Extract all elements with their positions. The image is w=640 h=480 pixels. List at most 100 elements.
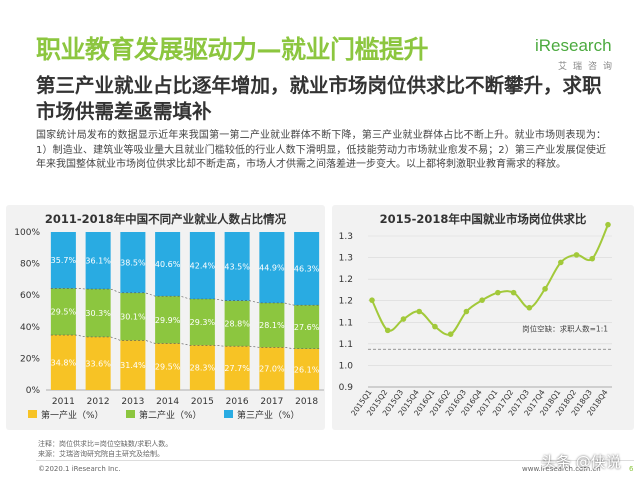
y-tick-label: 1.2 (339, 297, 353, 307)
bar-segment (120, 340, 146, 390)
bar-data-label: 36.1% (85, 257, 111, 266)
y-tick-label: 1.3 (339, 254, 353, 264)
bar-data-label: 43.5% (224, 262, 250, 271)
chart-notes: 注释：岗位供求比=岗位空缺数/求职人数。 来源：艾瑞咨询研究院自主研究及绘制。 (38, 439, 172, 459)
source-line: 来源：艾瑞咨询研究院自主研究及绘制。 (38, 450, 164, 458)
y-tick-label: 1.1 (339, 318, 353, 328)
y-tick-label: 1.2 (339, 275, 353, 285)
bar-segment (50, 335, 76, 390)
x-tick-label: 2017 (260, 397, 283, 407)
y-tick-label: 1.1 (339, 340, 353, 350)
y-tick-label: 40% (20, 323, 40, 333)
line-chart: 0.91.01.11.11.21.21.31.3岗位空缺：求职人数=1:1201… (339, 221, 612, 418)
bar-data-label: 44.9% (259, 263, 285, 272)
bar-data-label: 28.1% (259, 321, 285, 330)
copyright-text: ©2020.1 iResearch Inc. (38, 465, 121, 473)
slide-subtitle: 第三产业就业占比逐年增加，就业市场岗位供求比不断攀升，求职市场供需差亟需填补 (36, 74, 602, 123)
bar-segment (85, 336, 111, 390)
note-line: 注释：岗位供求比=岗位空缺数/求职人数。 (38, 440, 173, 448)
logo-subtitle: 艾瑞咨询 (558, 62, 619, 72)
legend-swatch (28, 410, 37, 418)
bar-segment (85, 232, 111, 290)
reference-annotation: 岗位空缺：求职人数=1:1 (522, 323, 608, 333)
x-tick-label: 2012 (87, 397, 110, 407)
bar-segment (189, 345, 215, 390)
x-tick-label: 2015 (191, 397, 214, 407)
iresearch-logo: iResearch 艾瑞咨询 (535, 36, 635, 76)
bar-data-label: 31.4% (120, 361, 146, 370)
bar-segment (224, 300, 250, 347)
x-tick-label: 2018 (295, 397, 318, 407)
stacked-bar-chart: 0% 20% 40% 60% 80% 100% 34.8% 29.5% 35.7% 2011 33.… (14, 228, 324, 421)
bar-segment (120, 232, 146, 293)
bar-data-label: 34.8% (51, 359, 77, 368)
data-point (400, 316, 407, 322)
y-tick-label: 60% (20, 291, 40, 301)
bar-segment (50, 288, 76, 336)
x-tick-label: 2013 (121, 397, 144, 407)
bar-data-label: 27.0% (259, 365, 285, 374)
bar-data-label: 29.9% (155, 316, 181, 325)
bar-segment (294, 232, 320, 306)
bar-data-label: 30.1% (120, 313, 146, 322)
bar-data-label: 42.4% (190, 261, 216, 270)
data-point (526, 304, 533, 311)
body-paragraph: 国家统计局发布的数据显示近年来我国第一第二产业就业群体不断下降，第三产业就业群体… (36, 130, 606, 170)
logo-wordmark: iResearch (535, 36, 612, 55)
website-link[interactable]: www.iresearch.com.cn (522, 465, 601, 473)
x-tick-label: 2011 (52, 397, 75, 407)
bar-segment (50, 232, 76, 289)
data-point (463, 308, 470, 315)
data-point (589, 255, 596, 262)
data-point (573, 252, 580, 258)
bar-segment (259, 232, 285, 303)
footer-divider (36, 460, 634, 461)
line-chart-panel: 2015-2018年中国就业市场岗位供求比 0.9 1.0 1.1 1.1 1.2 1.2… (332, 205, 634, 430)
data-point (416, 308, 422, 315)
bar-data-label: 40.6% (155, 260, 181, 269)
bar-data-label: 38.5% (120, 258, 146, 267)
data-point (495, 289, 501, 296)
page-number: 6 (629, 465, 634, 473)
data-point (510, 289, 517, 296)
bar-segment (155, 296, 181, 344)
data-point (479, 297, 485, 303)
bar-segment (294, 348, 320, 390)
page-title: 职业教育发展驱动力—就业门槛提升 (36, 35, 429, 64)
bar-data-label: 33.6% (85, 359, 111, 368)
bar-segment (294, 305, 320, 349)
stacked-bar-panel: 2011-2018年中国不同产业就业人数占比情况 0% 20% 40% 60% 80% 1… (6, 205, 325, 430)
bar-data-label: 28.3% (190, 364, 216, 373)
bar-segment (155, 343, 181, 390)
watermark-text: 头条 @侠说 (541, 453, 621, 471)
y-tick-label: 0% (26, 386, 41, 396)
x-tick-label: 2016 (226, 397, 249, 407)
bar-segment (259, 347, 285, 390)
y-tick-label: 1.3 (339, 232, 353, 242)
bar-segment (155, 232, 181, 297)
series-line (371, 224, 609, 336)
data-point (605, 221, 611, 228)
bar-segment (224, 346, 250, 390)
data-point (384, 327, 391, 334)
data-point (447, 331, 454, 337)
stacked-bar-title: 2011-2018年中国不同产业就业人数占比情况 (44, 212, 287, 226)
y-tick-label: 0.9 (339, 383, 354, 393)
bar-data-label: 46.3% (294, 265, 320, 274)
y-tick-label: 1.0 (339, 361, 354, 371)
data-point (369, 297, 375, 303)
bar-data-label: 35.7% (51, 256, 77, 265)
legend-swatch (126, 410, 135, 418)
bar-data-label: 29.5% (155, 363, 181, 372)
y-tick-label: 100% (14, 228, 40, 238)
bar-data-label: 30.3% (85, 309, 111, 318)
data-point (542, 286, 548, 292)
bar-segment (120, 292, 146, 341)
bar-segment (259, 302, 285, 348)
y-tick-label: 80% (20, 260, 40, 270)
bar-segment (224, 232, 250, 301)
bar-segment (85, 289, 111, 337)
legend-label: 第三产业（%） (237, 409, 300, 421)
y-tick-label: 20% (20, 354, 40, 364)
bar-data-label: 27.7% (224, 364, 250, 373)
